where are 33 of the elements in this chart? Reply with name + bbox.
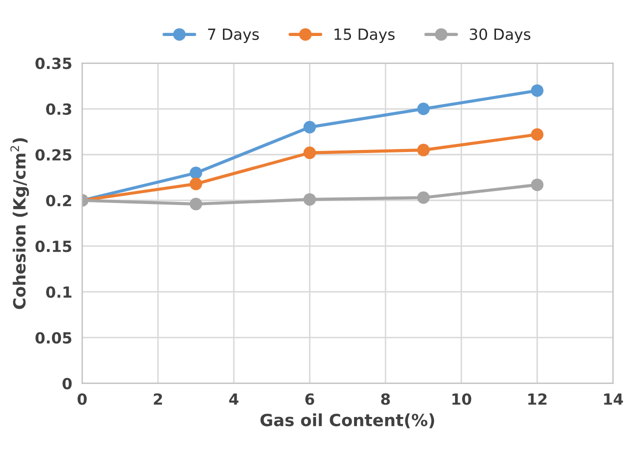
y-tick-label: 0.1 <box>46 286 72 298</box>
point <box>303 120 316 134</box>
point <box>417 191 430 204</box>
x-tick-label: 4 <box>229 394 238 405</box>
x-axis-title: Gas oil Content(%) <box>260 413 434 428</box>
y-tick-label: 0.35 <box>35 58 72 70</box>
point <box>190 198 202 210</box>
point <box>530 84 544 97</box>
point <box>417 144 430 156</box>
y-tick-label: 0.25 <box>35 149 72 161</box>
y-tick-label: 0.15 <box>35 240 72 252</box>
x-tick-label: 6 <box>305 393 314 405</box>
x-tick-label: 14 <box>604 394 623 405</box>
x-tick-label: 10 <box>452 393 472 405</box>
y-tick-label: 0 <box>62 378 72 390</box>
legend-label: 15 Days <box>334 28 395 43</box>
y-tick-label: 0.2 <box>46 194 72 206</box>
point <box>530 178 544 192</box>
point <box>530 128 544 141</box>
point <box>190 166 202 180</box>
point <box>190 178 202 190</box>
x-tick-label: 0 <box>78 393 87 405</box>
legend-label: 30 Days <box>470 28 530 43</box>
point <box>303 146 316 160</box>
x-tick-label: 2 <box>154 393 162 405</box>
legend-label: 7 Days <box>208 28 259 43</box>
y-axis-title: Cohesion (Kg/cm$^{2}$) <box>10 138 29 309</box>
x-tick-label: 8 <box>381 393 390 405</box>
point <box>303 193 316 206</box>
point <box>417 102 430 116</box>
y-tick-label: 0.3 <box>46 103 72 115</box>
x-tick-label: 12 <box>528 393 547 405</box>
y-tick-label: 0.05 <box>35 332 72 344</box>
